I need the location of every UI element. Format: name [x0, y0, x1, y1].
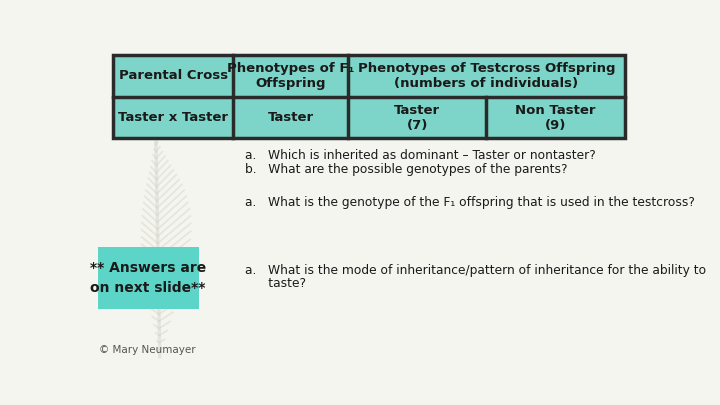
Text: Taster x Taster: Taster x Taster: [118, 111, 228, 124]
Text: Parental Cross: Parental Cross: [119, 69, 228, 83]
Bar: [113, 55, 625, 138]
Text: Non Taster
(9): Non Taster (9): [516, 104, 596, 132]
Text: taste?: taste?: [245, 277, 306, 290]
Text: © Mary Neumayer: © Mary Neumayer: [99, 345, 196, 355]
Text: Phenotypes of F₁
Offspring: Phenotypes of F₁ Offspring: [227, 62, 354, 90]
Text: Taster
(7): Taster (7): [394, 104, 441, 132]
Text: a.   What is the genotype of the F₁ offspring that is used in the testcross?: a. What is the genotype of the F₁ offspr…: [245, 196, 695, 209]
Text: Taster: Taster: [268, 111, 314, 124]
Text: a.   What is the mode of inheritance/pattern of inheritance for the ability to: a. What is the mode of inheritance/patte…: [245, 264, 706, 277]
Text: ** Answers are
on next slide**: ** Answers are on next slide**: [90, 261, 206, 295]
Text: b.   What are the possible genotypes of the parents?: b. What are the possible genotypes of th…: [245, 162, 567, 175]
Text: a.   Which is inherited as dominant – Taster or nontaster?: a. Which is inherited as dominant – Tast…: [245, 149, 595, 162]
Bar: [98, 247, 199, 309]
Text: Phenotypes of Testcross Offspring
(numbers of individuals): Phenotypes of Testcross Offspring (numbe…: [358, 62, 615, 90]
